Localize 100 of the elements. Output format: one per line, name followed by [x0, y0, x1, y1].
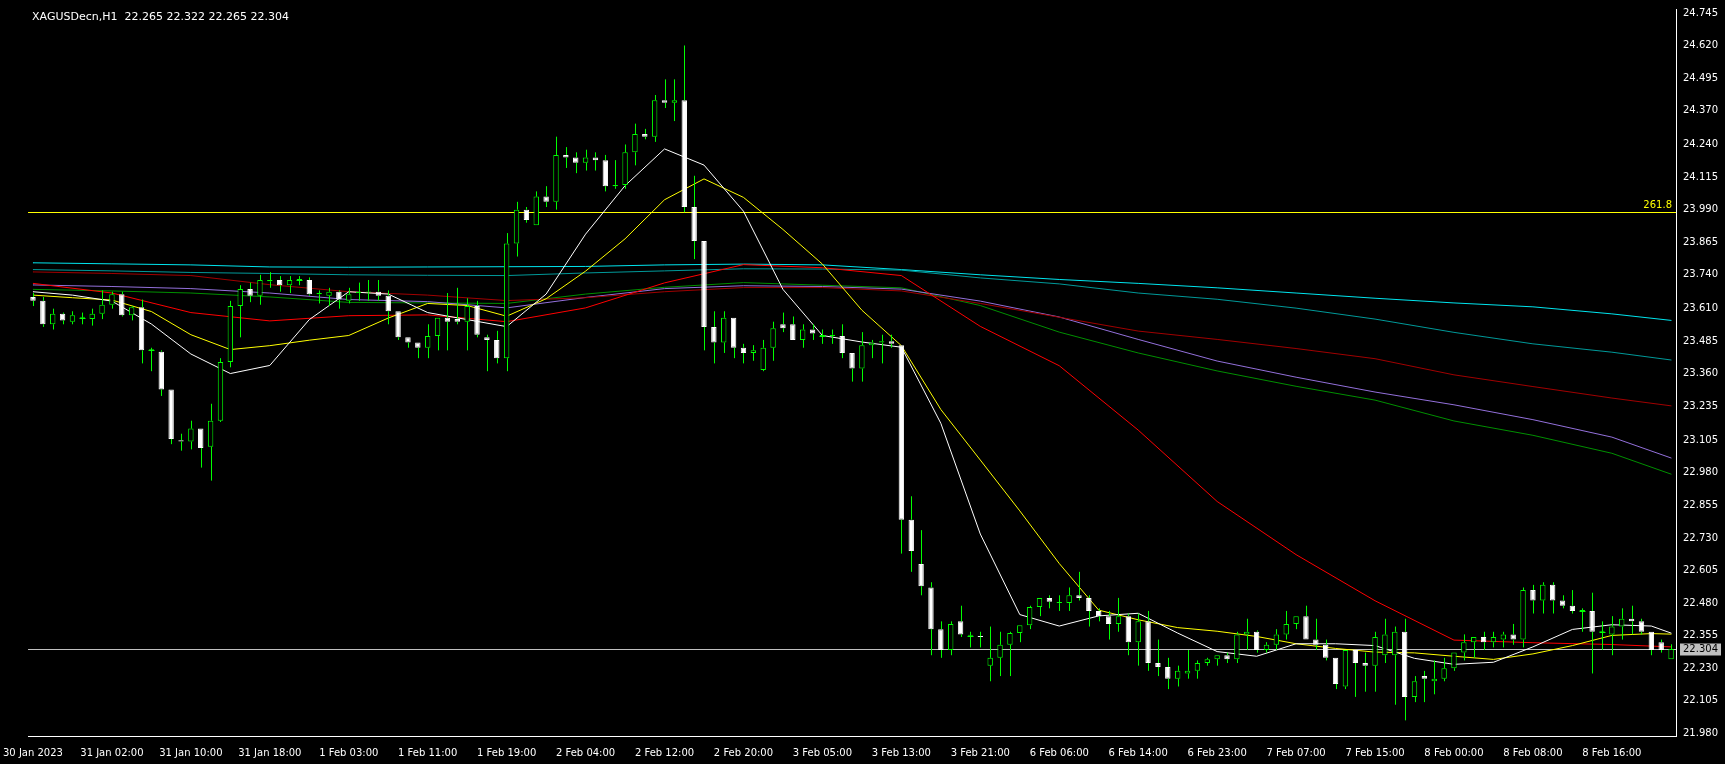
candlestick	[839, 323, 845, 359]
ref-line-label: 22.304	[1683, 643, 1719, 655]
candlestick	[40, 296, 46, 328]
x-tick-label: 2 Feb 20:00	[713, 746, 774, 758]
x-tick-label: 31 Jan 18:00	[238, 746, 302, 758]
candlestick	[1076, 571, 1082, 601]
candlestick	[168, 389, 174, 445]
candlestick	[336, 291, 342, 310]
candlestick	[1421, 670, 1428, 703]
candlestick	[928, 581, 934, 656]
x-tick-label: 6 Feb 23:00	[1187, 746, 1247, 758]
y-tick-label: 23.360	[1683, 367, 1719, 379]
x-tick-label: 31 Jan 10:00	[159, 746, 223, 758]
candlestick	[938, 620, 944, 659]
candlestick	[543, 185, 549, 208]
y-tick-label: 22.605	[1683, 564, 1719, 576]
x-tick-label: 6 Feb 14:00	[1108, 746, 1168, 758]
candlestick	[661, 78, 668, 109]
candlestick	[671, 78, 678, 122]
candlestick	[1500, 631, 1507, 648]
x-tick-label: 6 Feb 06:00	[1029, 746, 1089, 758]
y-tick-label: 23.610	[1683, 302, 1719, 314]
candlestick	[1619, 607, 1625, 641]
candlestick	[1135, 613, 1141, 667]
candlestick	[1105, 610, 1112, 641]
candlestick	[1372, 631, 1378, 693]
x-tick-label: 3 Feb 05:00	[792, 746, 853, 758]
y-tick-label: 24.370	[1683, 104, 1719, 116]
y-tick-label: 22.230	[1683, 661, 1719, 673]
candlestick	[1165, 657, 1171, 690]
candlestick	[237, 284, 243, 338]
x-tick-label: 8 Feb 00:00	[1424, 746, 1484, 758]
y-tick-label: 24.745	[1683, 6, 1719, 18]
x-tick-label: 8 Feb 16:00	[1582, 746, 1642, 758]
candlestick	[1658, 639, 1664, 654]
candlestick	[780, 312, 786, 333]
x-tick-label: 7 Feb 07:00	[1266, 746, 1326, 758]
x-tick-label: 30 Jan 2023	[3, 746, 63, 758]
candlestick	[1115, 597, 1122, 633]
y-tick-label: 22.980	[1683, 466, 1719, 478]
y-tick-label: 23.740	[1683, 268, 1719, 280]
candlestick	[622, 144, 628, 190]
candlestick	[563, 146, 569, 169]
candlestick	[918, 529, 924, 596]
y-tick-label: 22.105	[1683, 694, 1719, 706]
candlestick	[553, 136, 559, 211]
y-tick-label: 24.115	[1683, 170, 1719, 182]
x-tick-label: 3 Feb 13:00	[871, 746, 931, 758]
candlestick	[1540, 581, 1546, 615]
candlestick	[691, 175, 697, 260]
candlestick	[1668, 643, 1674, 660]
candlestick	[1086, 594, 1092, 628]
candlestick	[1382, 618, 1388, 664]
y-tick-label: 24.620	[1683, 39, 1719, 51]
annotation: 261.8	[1643, 198, 1673, 210]
candlestick	[89, 308, 95, 327]
candlestick	[750, 344, 757, 362]
y-tick-label: 24.495	[1683, 71, 1719, 83]
candlestick	[632, 123, 638, 166]
y-tick-label: 24.240	[1683, 138, 1719, 150]
candlestick	[790, 315, 796, 340]
y-tick-label: 22.855	[1683, 498, 1719, 510]
y-tick-label: 23.865	[1683, 235, 1719, 247]
candlestick	[1530, 584, 1536, 615]
candlestick	[997, 631, 1003, 677]
candlestick	[1520, 586, 1526, 648]
candlestick	[859, 331, 865, 383]
y-tick-label: 23.105	[1683, 433, 1719, 445]
candlestick	[1362, 652, 1368, 693]
candlestick	[99, 289, 105, 320]
candlestick	[454, 287, 461, 325]
candlestick	[395, 311, 401, 341]
x-tick-label: 2 Feb 04:00	[555, 746, 616, 758]
chart-title: XAGUSDecn,H1 22.265 22.322 22.265 22.304	[32, 10, 289, 24]
y-tick-label: 23.235	[1683, 399, 1719, 411]
x-tick-label: 1 Feb 19:00	[477, 746, 537, 758]
candlestick	[711, 310, 717, 364]
candlestick	[1609, 615, 1615, 656]
candlestick	[1441, 657, 1447, 682]
candlestick	[987, 626, 993, 682]
x-tick-label: 2 Feb 12:00	[634, 746, 695, 758]
x-tick-label: 7 Feb 15:00	[1345, 746, 1405, 758]
y-tick-label: 22.730	[1683, 531, 1719, 543]
x-tick-label: 1 Feb 11:00	[398, 746, 458, 758]
candlestick	[484, 334, 490, 372]
candlestick	[257, 274, 263, 306]
y-tick-label: 23.485	[1683, 334, 1719, 346]
candlestick	[415, 342, 421, 359]
x-tick-label: 3 Feb 21:00	[950, 746, 1010, 758]
candlestick	[888, 334, 895, 349]
x-tick-label: 31 Jan 02:00	[80, 746, 144, 758]
candlestick	[770, 321, 776, 362]
candlestick	[1510, 623, 1516, 646]
candlestick	[1214, 655, 1220, 667]
candlestick	[1155, 639, 1161, 677]
candlestick	[1174, 665, 1181, 687]
y-tick-label: 22.355	[1683, 629, 1719, 641]
candlestick	[977, 631, 984, 648]
candlestick	[405, 337, 411, 349]
x-tick-label: 1 Feb 03:00	[319, 746, 379, 758]
